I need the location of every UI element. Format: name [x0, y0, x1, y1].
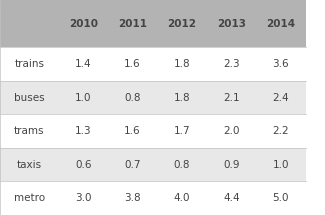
Text: 2012: 2012: [167, 19, 197, 29]
Text: buses: buses: [14, 93, 45, 103]
Text: 1.4: 1.4: [75, 59, 92, 69]
Text: 2.2: 2.2: [272, 126, 289, 136]
Text: 2.3: 2.3: [223, 59, 240, 69]
Text: 1.0: 1.0: [273, 160, 289, 170]
Text: 2.0: 2.0: [223, 126, 240, 136]
Text: 0.6: 0.6: [75, 160, 91, 170]
Text: metro: metro: [14, 193, 45, 203]
Text: 1.8: 1.8: [174, 93, 190, 103]
Text: 3.0: 3.0: [75, 193, 91, 203]
Text: trams: trams: [14, 126, 45, 136]
Text: 1.6: 1.6: [124, 126, 141, 136]
Text: 2014: 2014: [266, 19, 295, 29]
Text: 3.6: 3.6: [272, 59, 289, 69]
Text: 0.8: 0.8: [124, 93, 141, 103]
Bar: [0, 148, 306, 181]
Text: 2.1: 2.1: [223, 93, 240, 103]
Text: 2011: 2011: [118, 19, 147, 29]
Text: taxis: taxis: [17, 160, 42, 170]
Text: 2013: 2013: [217, 19, 246, 29]
Text: 1.6: 1.6: [124, 59, 141, 69]
Text: 4.4: 4.4: [223, 193, 240, 203]
Text: 1.3: 1.3: [75, 126, 92, 136]
Text: 4.0: 4.0: [174, 193, 190, 203]
Bar: [0, 81, 306, 114]
Text: 0.9: 0.9: [223, 160, 240, 170]
Text: 2.4: 2.4: [272, 93, 289, 103]
Text: 1.0: 1.0: [75, 93, 91, 103]
Text: 5.0: 5.0: [273, 193, 289, 203]
Text: trains: trains: [14, 59, 44, 69]
Text: 1.7: 1.7: [174, 126, 190, 136]
Text: 3.8: 3.8: [124, 193, 141, 203]
Text: 2010: 2010: [69, 19, 98, 29]
Bar: [0, 114, 306, 148]
Text: 0.7: 0.7: [124, 160, 141, 170]
Bar: [0, 181, 306, 215]
Text: 1.8: 1.8: [174, 59, 190, 69]
Text: 0.8: 0.8: [174, 160, 190, 170]
Bar: [0, 47, 306, 81]
Bar: [0, 0, 306, 47]
